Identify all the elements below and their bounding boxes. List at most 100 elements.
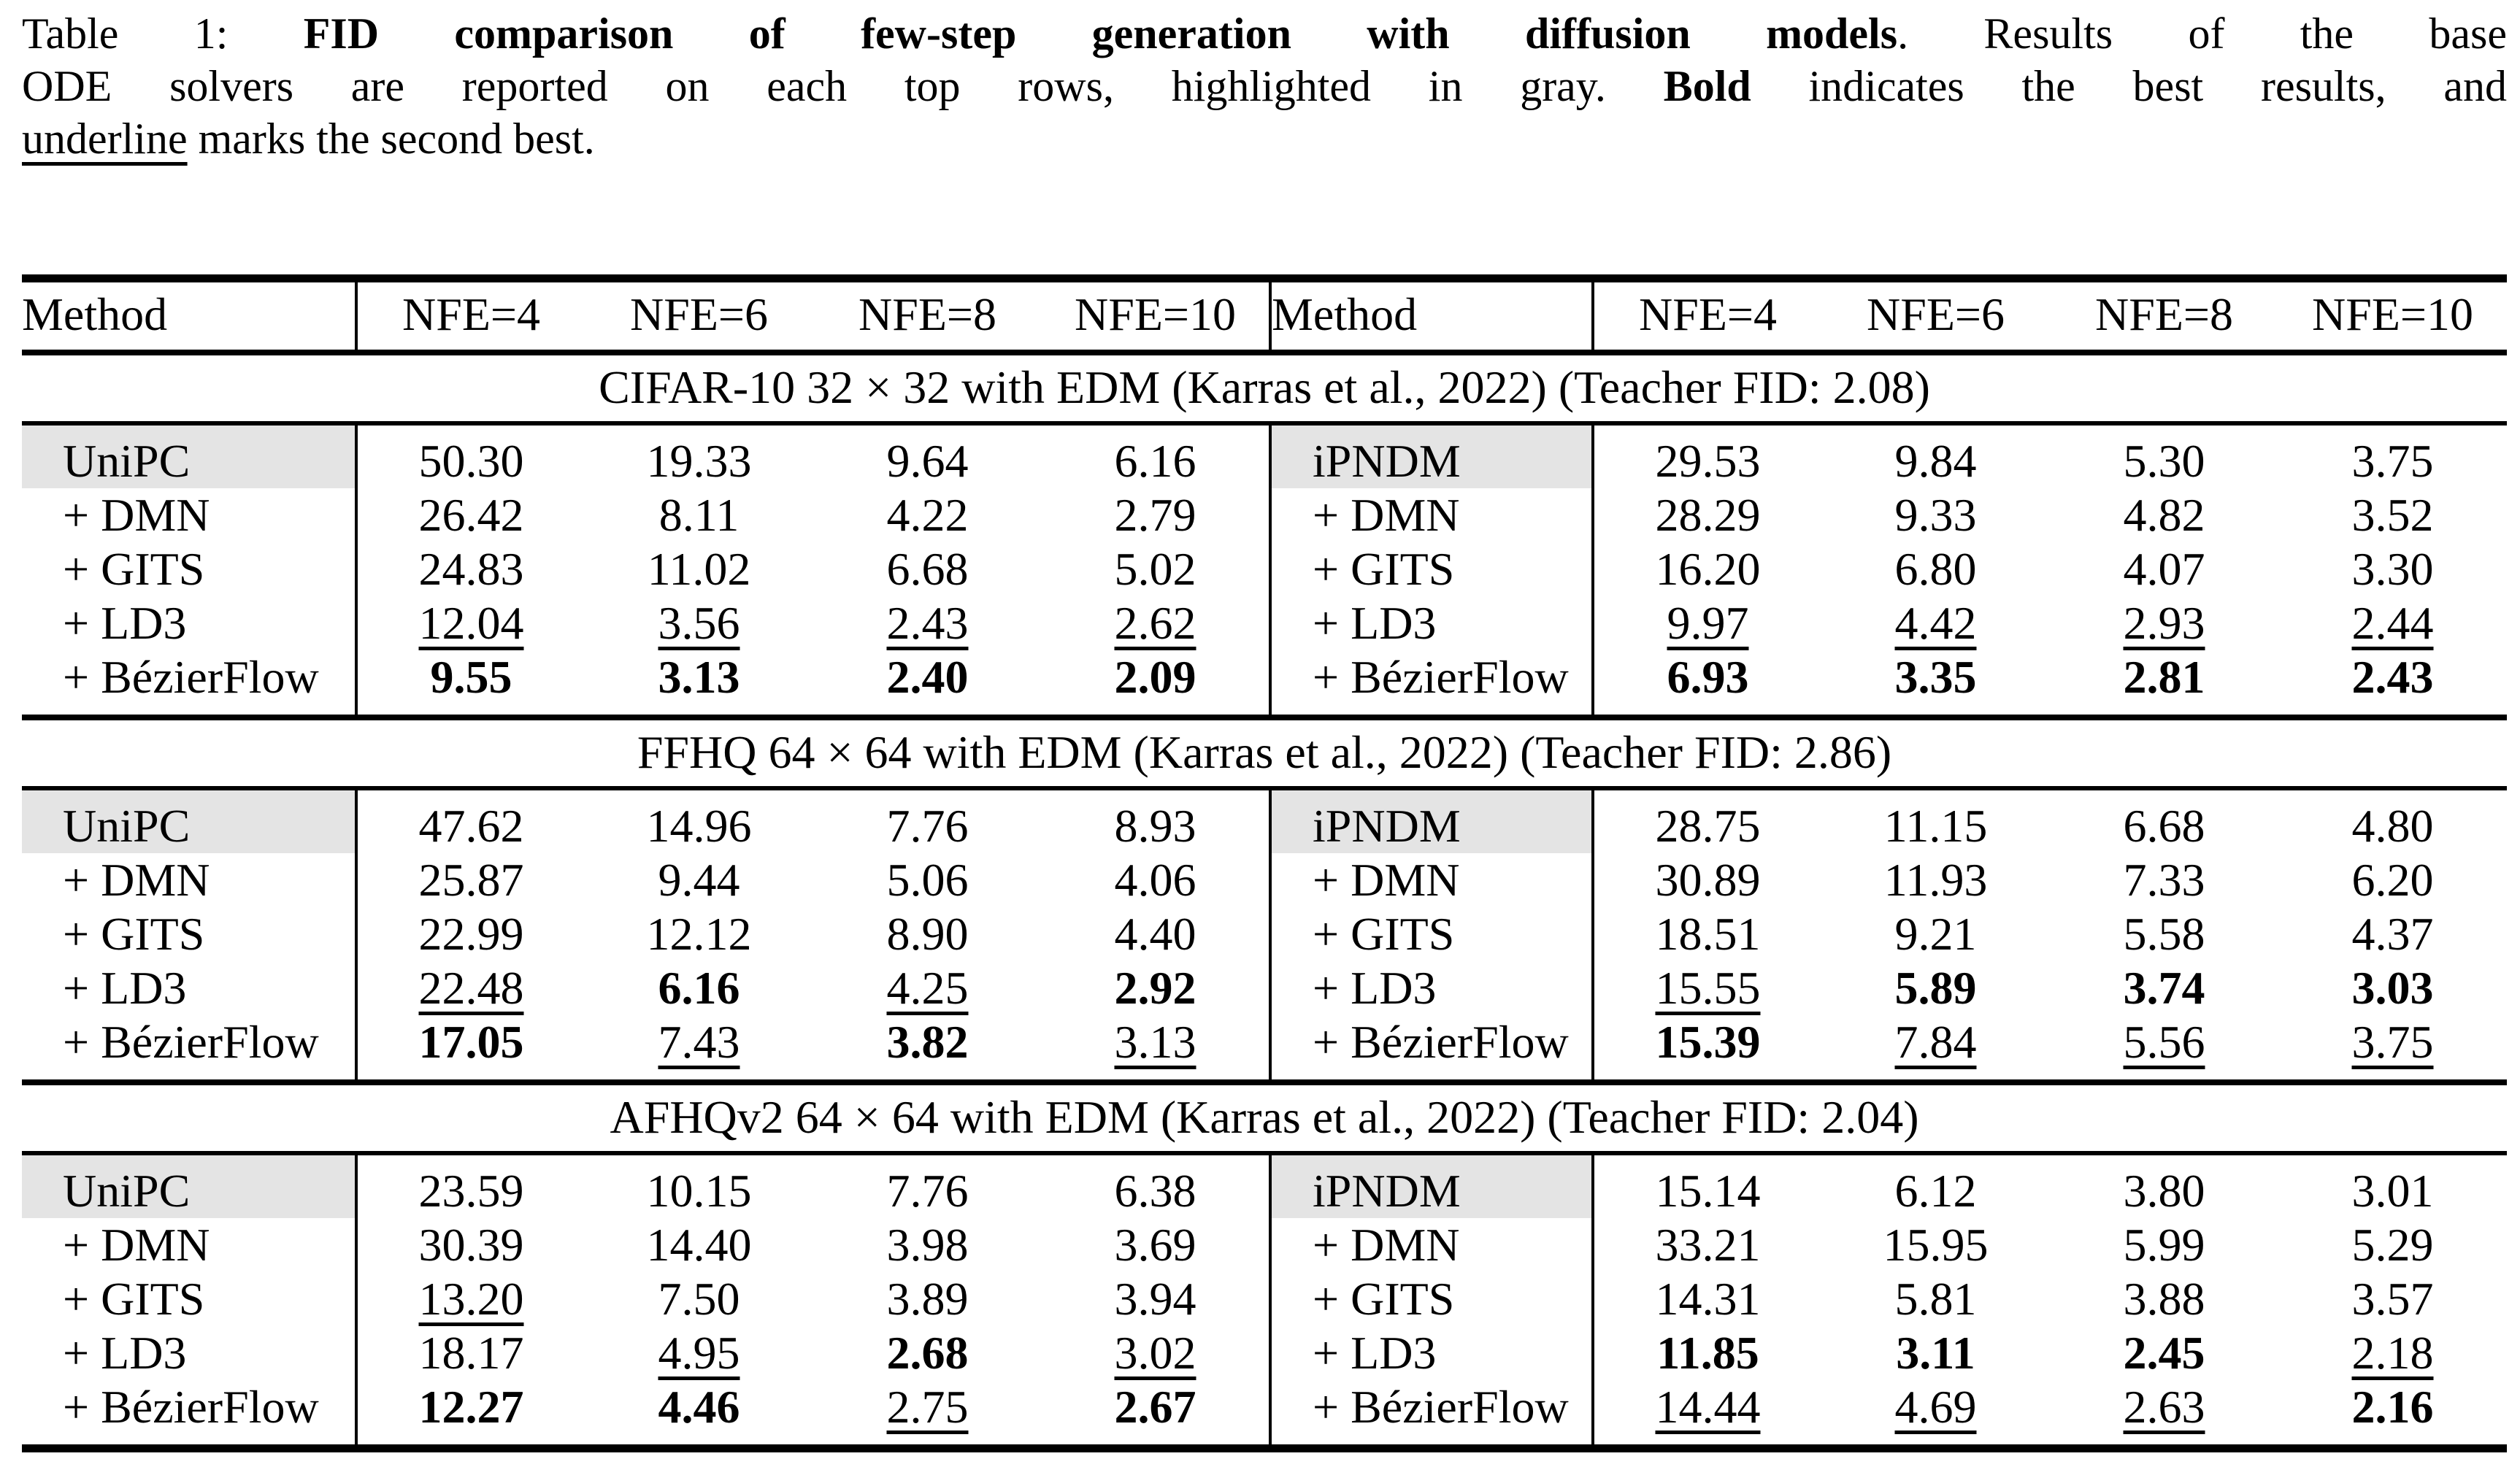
fid-value: 3.11 [1896,1327,1975,1379]
value-cell: 11.02 [585,542,813,596]
method-cell-left: + DMN [22,1218,358,1272]
value-cell: 14.31 [1593,1272,1821,1326]
value-cell: 4.40 [1042,907,1272,961]
fid-value: 6.38 [1114,1165,1196,1217]
value-cell: 2.67 [1042,1380,1272,1449]
fid-value: 28.75 [1655,800,1761,852]
value-cell: 3.80 [2050,1153,2278,1218]
column-header-nfe6-left: NFE=6 [630,288,768,340]
value-cell: 6.93 [1593,650,1821,717]
fid-value: 6.93 [1667,651,1749,703]
value-cell: 4.37 [2278,907,2507,961]
value-cell: 3.13 [1042,1015,1272,1082]
column-header-nfe6-right: NFE=6 [1867,288,2005,340]
table-row: + LD3 18.17 4.95 2.68 3.02 + LD3 11.85 3… [22,1326,2507,1380]
value-cell: 15.39 [1593,1015,1821,1082]
table-row: + GITS 13.20 7.50 3.89 3.94 + GITS 14.31… [22,1272,2507,1326]
value-cell: 3.82 [813,1015,1042,1082]
fid-value: 7.43 [658,1016,740,1068]
fid-value: 33.21 [1655,1219,1761,1271]
fid-value: 17.05 [418,1016,524,1068]
fid-value: 5.02 [1114,543,1196,595]
value-cell: 2.75 [813,1380,1042,1449]
value-cell: 10.15 [585,1153,813,1218]
fid-value: 3.56 [658,597,740,649]
fid-value: 4.69 [1894,1381,1977,1433]
fid-value: 26.42 [418,489,524,541]
value-cell: 18.51 [1593,907,1821,961]
value-cell: 7.43 [585,1015,813,1082]
method-cell-left: + LD3 [22,596,358,650]
fid-value: 11.85 [1656,1327,1759,1379]
table-row: + BézierFlow 9.55 3.13 2.40 2.09 + Bézie… [22,650,2507,717]
value-cell: 3.75 [2278,1015,2507,1082]
fid-value: 7.33 [2123,854,2205,906]
value-cell: 2.45 [2050,1326,2278,1380]
method-cell-right: + LD3 [1270,961,1594,1015]
fid-value: 6.20 [2351,854,2434,906]
fid-value: 3.75 [2351,435,2434,487]
value-cell: 6.20 [2278,853,2507,907]
fid-value: 3.52 [2351,489,2434,541]
value-cell: 8.90 [813,907,1042,961]
method-cell-left: + DMN [22,488,358,542]
value-cell: 5.02 [1042,542,1272,596]
fid-value: 2.09 [1114,651,1196,703]
fid-value: 2.92 [1114,962,1196,1014]
fid-value: 25.87 [418,854,524,906]
value-cell: 2.43 [813,596,1042,650]
value-cell: 29.53 [1593,423,1821,488]
fid-value: 14.31 [1655,1273,1761,1325]
value-cell: 22.48 [356,961,585,1015]
fid-value: 6.16 [1114,435,1196,487]
method-cell-left: + GITS [22,542,358,596]
fid-value: 5.56 [2123,1016,2205,1068]
fid-value: 2.93 [2123,597,2205,649]
fid-value: 9.21 [1894,908,1977,960]
fid-value: 22.48 [418,962,524,1014]
fid-value: 9.55 [430,651,512,703]
fid-value: 30.39 [418,1219,524,1271]
value-cell: 9.21 [1821,907,2050,961]
section-title-row: AFHQv2 64 × 64 with EDM (Karras et al., … [22,1082,2507,1153]
fid-value: 3.57 [2351,1273,2434,1325]
value-cell: 9.33 [1821,488,2050,542]
section-title: CIFAR-10 32 × 32 with EDM (Karras et al.… [599,361,1930,413]
value-cell: 4.22 [813,488,1042,542]
fid-value: 4.37 [2351,908,2434,960]
table-row: + DMN 30.39 14.40 3.98 3.69 + DMN 33.21 … [22,1218,2507,1272]
method-cell-left: UniPC [22,1153,358,1218]
fid-value: 3.35 [1894,651,1977,703]
value-cell: 12.04 [356,596,585,650]
value-cell: 7.50 [585,1272,813,1326]
value-cell: 4.69 [1821,1380,2050,1449]
value-cell: 14.40 [585,1218,813,1272]
caption-segment: Bold [1663,62,1751,110]
fid-value: 3.03 [2351,962,2434,1014]
fid-value: 8.90 [886,908,969,960]
value-cell: 9.55 [356,650,585,717]
value-cell: 6.38 [1042,1153,1272,1218]
method-cell-left: + BézierFlow [22,1015,358,1082]
column-header-nfe8-right: NFE=8 [2095,288,2233,340]
value-cell: 23.59 [356,1153,585,1218]
fid-value: 3.94 [1114,1273,1196,1325]
method-cell-left: + BézierFlow [22,1380,358,1449]
value-cell: 16.20 [1593,542,1821,596]
caption-line: ODE solvers are reported on each top row… [22,60,2507,112]
fid-value: 14.40 [646,1219,752,1271]
method-cell-left: + GITS [22,1272,358,1326]
value-cell: 2.16 [2278,1380,2507,1449]
value-cell: 2.68 [813,1326,1042,1380]
value-cell: 4.46 [585,1380,813,1449]
value-cell: 2.09 [1042,650,1272,717]
fid-value: 10.15 [646,1165,752,1217]
fid-value: 14.96 [646,800,752,852]
fid-value: 50.30 [418,435,524,487]
value-cell: 7.33 [2050,853,2278,907]
method-cell-right: + BézierFlow [1270,1015,1594,1082]
fid-value: 9.44 [658,854,740,906]
value-cell: 12.27 [356,1380,585,1449]
value-cell: 4.06 [1042,853,1272,907]
value-cell: 4.82 [2050,488,2278,542]
